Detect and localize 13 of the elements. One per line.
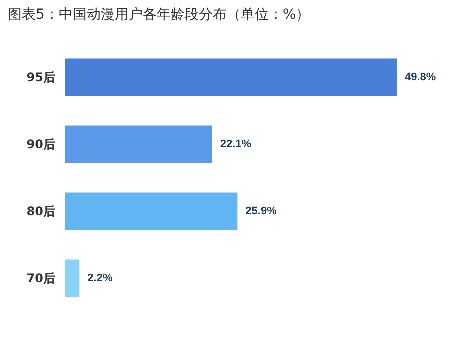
chart-title: 图表5：中国动漫用户各年龄段分布（单位：%） [8, 7, 310, 23]
y-tick-label: 80后 [26, 204, 56, 218]
y-tick-label: 90后 [26, 138, 56, 152]
data-label: 2.2% [88, 272, 113, 284]
bar [65, 192, 238, 230]
y-tick-label: 70后 [26, 272, 56, 286]
bar [65, 58, 397, 96]
data-label: 49.8% [405, 72, 436, 84]
data-label: 22.1% [220, 138, 252, 150]
data-label: 25.9% [246, 206, 278, 218]
bar [65, 126, 212, 164]
y-tick-label: 95后 [26, 70, 56, 84]
bar [65, 260, 80, 298]
